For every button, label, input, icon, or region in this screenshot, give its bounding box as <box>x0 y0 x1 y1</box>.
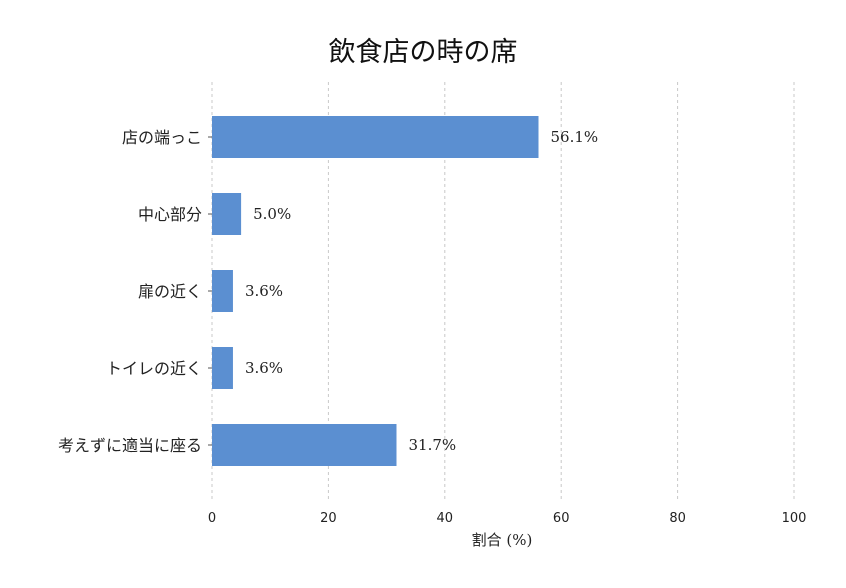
value-label-4: 31.7% <box>408 436 456 454</box>
category-label-4: 考えずに適当に座る <box>58 436 202 455</box>
x-axis: 0 20 40 60 80 100 <box>208 511 807 526</box>
x-axis-title: 割合 (%) <box>472 531 533 549</box>
chart-title: 飲食店の時の席 <box>329 37 518 68</box>
bar-3 <box>212 347 233 389</box>
value-label-0: 56.1% <box>551 128 599 146</box>
x-tick-label-20: 20 <box>320 511 337 526</box>
bars-group <box>208 116 539 466</box>
value-labels: 56.1% 5.0% 3.6% 3.6% 31.7% <box>245 128 598 454</box>
bar-0 <box>212 116 539 158</box>
x-tick-label-0: 0 <box>208 511 216 526</box>
bar-1 <box>212 193 242 235</box>
x-tick-label-100: 100 <box>782 511 807 526</box>
bar-2 <box>212 270 233 312</box>
x-tick-label-60: 60 <box>553 511 570 526</box>
bar-4 <box>212 424 397 466</box>
category-label-3: トイレの近く <box>106 359 202 378</box>
category-label-1: 中心部分 <box>138 205 202 224</box>
value-label-1: 5.0% <box>253 205 291 223</box>
x-tick-label-80: 80 <box>669 511 686 526</box>
category-label-0: 店の端っこ <box>122 128 202 147</box>
category-label-2: 扉の近く <box>138 282 202 301</box>
value-label-2: 3.6% <box>245 282 283 300</box>
x-tick-label-40: 40 <box>437 511 454 526</box>
value-label-3: 3.6% <box>245 359 283 377</box>
